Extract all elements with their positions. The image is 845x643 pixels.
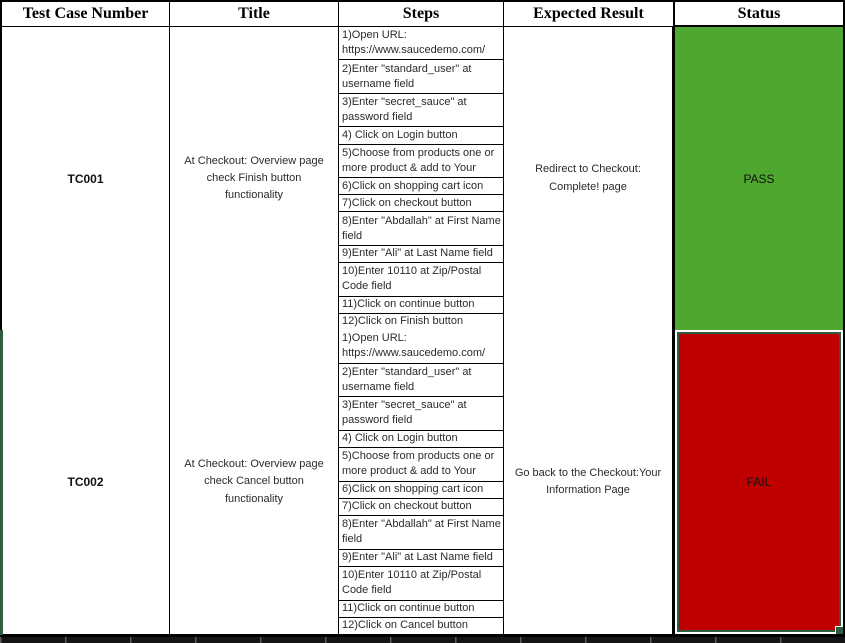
cell-test-case-number[interactable]: TC002: [2, 330, 170, 634]
step-cell[interactable]: 2)Enter "standard_user" at username fiel…: [339, 60, 503, 94]
table-row-tc002: TC002 At Checkout: Overview page check C…: [2, 330, 843, 634]
status-text: FAIL: [746, 475, 772, 489]
step-cell[interactable]: 7)Click on checkout button: [339, 499, 503, 517]
step-cell[interactable]: 1)Open URL: https://www.saucedemo.com/: [339, 27, 503, 61]
step-cell[interactable]: 12)Click on Cancel button: [342, 619, 468, 632]
step-cell[interactable]: 1)Open URL: https://www.saucedemo.com/: [339, 330, 503, 364]
steps-list: 1)Open URL: https://www.saucedemo.com/2)…: [339, 330, 504, 634]
step-cell[interactable]: 5)Choose from products one or more produ…: [339, 145, 503, 178]
steps-list: 1)Open URL: https://www.saucedemo.com/2)…: [339, 27, 504, 330]
header-expected-result[interactable]: Expected Result: [504, 2, 673, 27]
status-cell-pass[interactable]: PASS: [673, 27, 843, 330]
step-cell[interactable]: 3)Enter "secret_sauce" at password field: [339, 397, 503, 431]
step-cell[interactable]: 9)Enter "Ali" at Last Name field: [339, 246, 503, 264]
cell-title[interactable]: At Checkout: Overview page check Finish …: [170, 27, 339, 330]
header-title[interactable]: Title: [170, 2, 339, 27]
header-status[interactable]: Status: [673, 2, 843, 27]
fill-handle[interactable]: [835, 626, 843, 634]
step-cell[interactable]: 8)Enter "Abdallah" at First Name field: [339, 516, 503, 550]
status-cell-fail-wrapper: FAIL: [673, 330, 843, 634]
cell-test-case-number[interactable]: TC001: [2, 27, 170, 330]
step-cell[interactable]: 3)Enter "secret_sauce" at password field: [339, 94, 503, 128]
cell-expected-result[interactable]: Go back to the Checkout:Your Information…: [504, 330, 673, 634]
step-cell[interactable]: 10)Enter 10110 at Zip/Postal Code field: [339, 567, 503, 601]
cell-expected-result[interactable]: Redirect to Checkout: Complete! page: [504, 27, 673, 330]
step-cell[interactable]: 8)Enter "Abdallah" at First Name field: [339, 212, 503, 246]
step-cell[interactable]: 4) Click on Login button: [339, 431, 503, 448]
step-cell[interactable]: 9)Enter "Ali" at Last Name field: [339, 550, 503, 567]
step-cell[interactable]: 6)Click on shopping cart icon: [339, 482, 503, 499]
step-cell[interactable]: 5)Choose from products one or more produ…: [339, 448, 503, 482]
step-cell[interactable]: 12)Click on Finish button: [342, 315, 464, 328]
status-cell-fail-selected[interactable]: FAIL: [677, 332, 843, 634]
table-header-row: Test Case Number Title Steps Expected Re…: [2, 2, 843, 27]
step-cell[interactable]: 2)Enter "standard_user" at username fiel…: [339, 364, 503, 398]
step-cell[interactable]: 11)Click on continue button: [339, 601, 503, 618]
header-steps[interactable]: Steps: [339, 2, 504, 27]
cell-title[interactable]: At Checkout: Overview page check Cancel …: [170, 330, 339, 634]
step-cell[interactable]: 7)Click on checkout button: [339, 195, 503, 213]
table-row-tc001: TC001 At Checkout: Overview page check F…: [2, 27, 843, 330]
step-cell[interactable]: 4) Click on Login button: [339, 127, 503, 145]
step-cell[interactable]: 6)Click on shopping cart icon: [339, 178, 503, 196]
header-test-case-number[interactable]: Test Case Number: [2, 2, 170, 27]
step-cell[interactable]: 10)Enter 10110 at Zip/Postal Code field: [339, 263, 503, 297]
step-cell[interactable]: 11)Click on continue button: [339, 297, 503, 314]
sheet-edge-below-table: [0, 637, 845, 643]
selection-left-border: [0, 330, 3, 635]
